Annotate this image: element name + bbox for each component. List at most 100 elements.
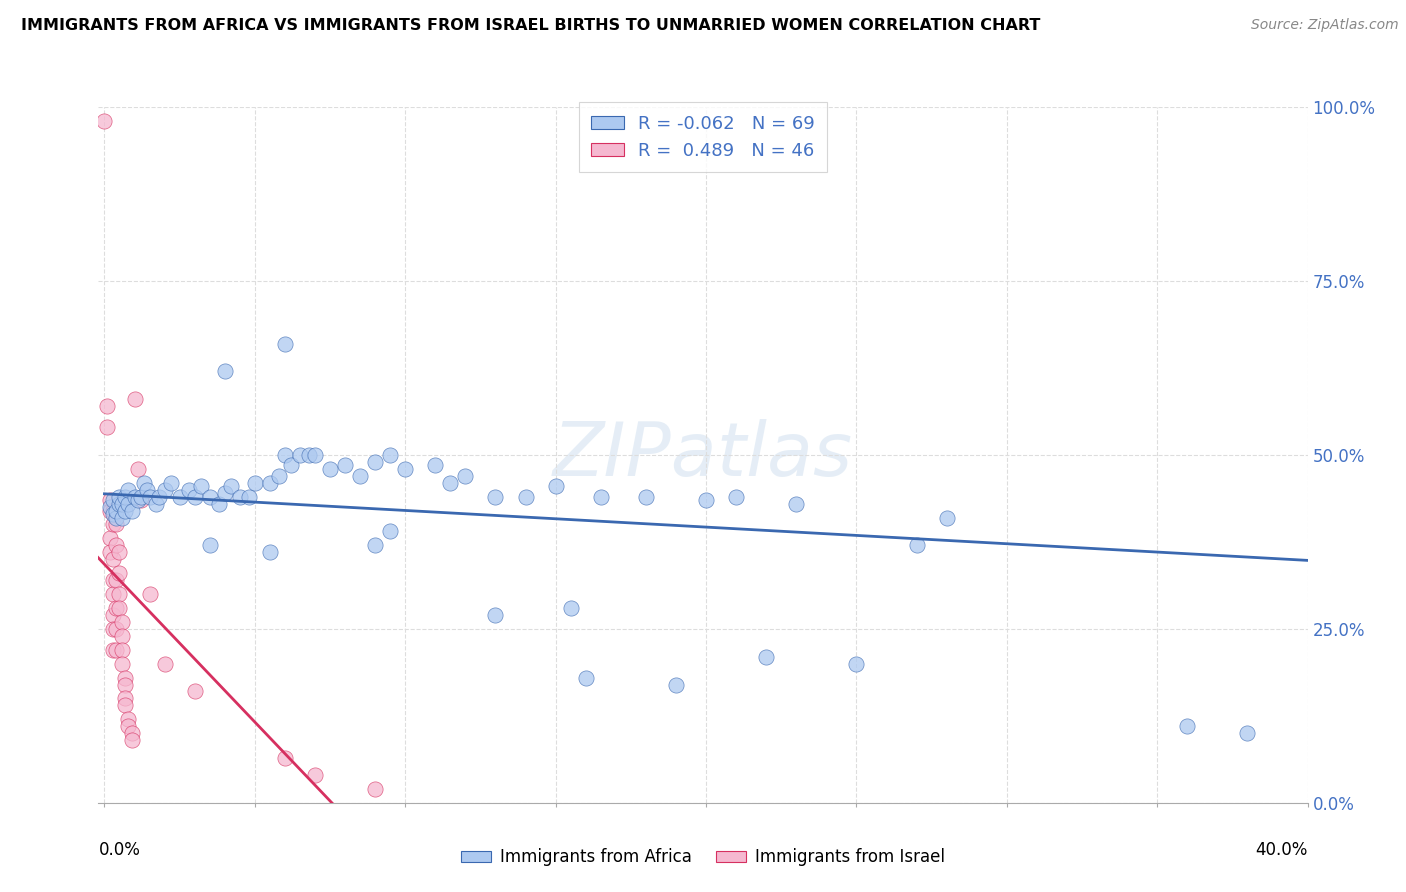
Point xyxy=(214,364,236,378)
Point xyxy=(103,503,125,517)
Point xyxy=(108,497,131,511)
Point xyxy=(243,475,266,490)
Point xyxy=(127,493,149,508)
Legend: Immigrants from Africa, Immigrants from Israel: Immigrants from Africa, Immigrants from … xyxy=(453,840,953,875)
Point xyxy=(274,336,297,351)
Point xyxy=(148,490,170,504)
Point xyxy=(105,538,128,552)
Point xyxy=(117,497,139,511)
Point xyxy=(111,657,134,671)
Point xyxy=(108,566,131,581)
Point xyxy=(108,490,131,504)
Point xyxy=(280,458,302,473)
Text: IMMIGRANTS FROM AFRICA VS IMMIGRANTS FROM ISRAEL BIRTHS TO UNMARRIED WOMEN CORRE: IMMIGRANTS FROM AFRICA VS IMMIGRANTS FRO… xyxy=(21,18,1040,33)
Point xyxy=(665,677,688,691)
Point xyxy=(103,552,125,566)
Point xyxy=(380,448,402,462)
Point xyxy=(121,726,143,740)
Point xyxy=(319,462,342,476)
Legend: R = -0.062   N = 69, R =  0.489   N = 46: R = -0.062 N = 69, R = 0.489 N = 46 xyxy=(578,103,828,172)
Point xyxy=(177,483,200,497)
Point xyxy=(114,671,136,685)
Point xyxy=(103,587,125,601)
Point xyxy=(575,671,598,685)
Point xyxy=(238,490,260,504)
Point xyxy=(121,503,143,517)
Point xyxy=(105,503,128,517)
Point xyxy=(219,479,242,493)
Point xyxy=(103,622,125,636)
Point xyxy=(153,657,176,671)
Point xyxy=(484,607,506,622)
Point xyxy=(259,545,281,559)
Point xyxy=(129,490,152,504)
Point xyxy=(333,458,356,473)
Point xyxy=(905,538,928,552)
Point xyxy=(183,490,205,504)
Point xyxy=(208,497,231,511)
Point xyxy=(274,750,297,764)
Point xyxy=(105,573,128,587)
Point xyxy=(439,475,461,490)
Point xyxy=(105,601,128,615)
Point xyxy=(267,468,290,483)
Point xyxy=(127,462,149,476)
Point xyxy=(105,622,128,636)
Point xyxy=(96,399,118,413)
Point xyxy=(105,517,128,532)
Point xyxy=(105,510,128,524)
Point xyxy=(935,510,957,524)
Point xyxy=(111,642,134,657)
Point xyxy=(132,475,155,490)
Point xyxy=(114,490,136,504)
Point xyxy=(121,733,143,747)
Point xyxy=(103,493,125,508)
Point xyxy=(515,490,537,504)
Point xyxy=(124,490,146,504)
Point xyxy=(103,607,125,622)
Point xyxy=(364,455,387,469)
Text: ZIPatlas: ZIPatlas xyxy=(553,419,853,491)
Point xyxy=(100,493,122,508)
Point xyxy=(129,493,152,508)
Point xyxy=(304,768,326,782)
Point xyxy=(484,490,506,504)
Point xyxy=(138,490,160,504)
Point xyxy=(111,615,134,629)
Point xyxy=(183,684,205,698)
Point xyxy=(198,538,221,552)
Point xyxy=(364,781,387,796)
Point xyxy=(100,532,122,546)
Point xyxy=(198,490,221,504)
Point xyxy=(103,642,125,657)
Point xyxy=(755,649,778,664)
Point xyxy=(229,490,252,504)
Point xyxy=(111,510,134,524)
Point xyxy=(394,462,416,476)
Point xyxy=(100,545,122,559)
Point xyxy=(274,448,297,462)
Point xyxy=(259,475,281,490)
Point xyxy=(145,497,167,511)
Point xyxy=(114,691,136,706)
Point xyxy=(298,448,321,462)
Point xyxy=(117,719,139,733)
Point xyxy=(138,587,160,601)
Point xyxy=(135,483,157,497)
Point xyxy=(100,500,122,514)
Point xyxy=(425,458,447,473)
Point xyxy=(114,698,136,713)
Point xyxy=(845,657,868,671)
Point xyxy=(108,545,131,559)
Point xyxy=(190,479,212,493)
Point xyxy=(560,601,582,615)
Point xyxy=(159,475,181,490)
Point xyxy=(589,490,612,504)
Point xyxy=(105,642,128,657)
Text: 0.0%: 0.0% xyxy=(98,841,141,859)
Point xyxy=(103,573,125,587)
Point xyxy=(100,503,122,517)
Point xyxy=(214,486,236,500)
Point xyxy=(1236,726,1258,740)
Point xyxy=(304,448,326,462)
